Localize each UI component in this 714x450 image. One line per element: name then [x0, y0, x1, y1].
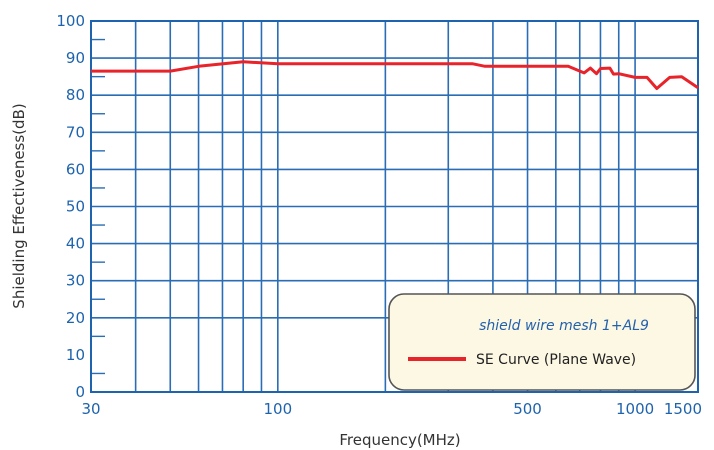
legend-title: shield wire mesh 1+AL9: [479, 318, 649, 334]
y-axis-title: Shielding Effectiveness(dB): [10, 103, 28, 308]
x-tick-label: 30: [81, 400, 100, 418]
y-tick-label: 30: [66, 272, 85, 290]
y-tick-label: 40: [66, 235, 85, 253]
plot-frame: [90, 20, 699, 393]
x-tick-label: 100: [263, 400, 292, 418]
y-tick-label: 100: [56, 12, 85, 30]
x-tick-label: 500: [513, 400, 542, 418]
y-tick-label: 20: [66, 309, 85, 327]
x-axis-title: Frequency(MHz): [339, 431, 460, 449]
x-tick-label: 1500: [664, 400, 702, 418]
y-tick-label: 90: [66, 49, 85, 67]
y-minor-ticks: [91, 38, 105, 375]
legend: shield wire mesh 1+AL9 SE Curve (Plane W…: [388, 293, 696, 391]
y-tick-label: 70: [66, 123, 85, 141]
legend-series-label: SE Curve (Plane Wave): [476, 352, 636, 368]
x-tick-labels: 30 100 500 1000 1500: [81, 400, 702, 418]
y-tick-label: 0: [75, 383, 85, 401]
se-curve-line: [91, 60, 699, 90]
y-tick-label: 60: [66, 160, 85, 178]
y-tick-label: 50: [66, 198, 85, 216]
y-tick-label: 10: [66, 346, 85, 364]
legend-box: [388, 293, 696, 391]
y-tick-labels: 0 10 20 30 40 50 60 70 80 90 100: [56, 12, 85, 401]
y-tick-label: 80: [66, 86, 85, 104]
x-tick-label: 1000: [616, 400, 654, 418]
